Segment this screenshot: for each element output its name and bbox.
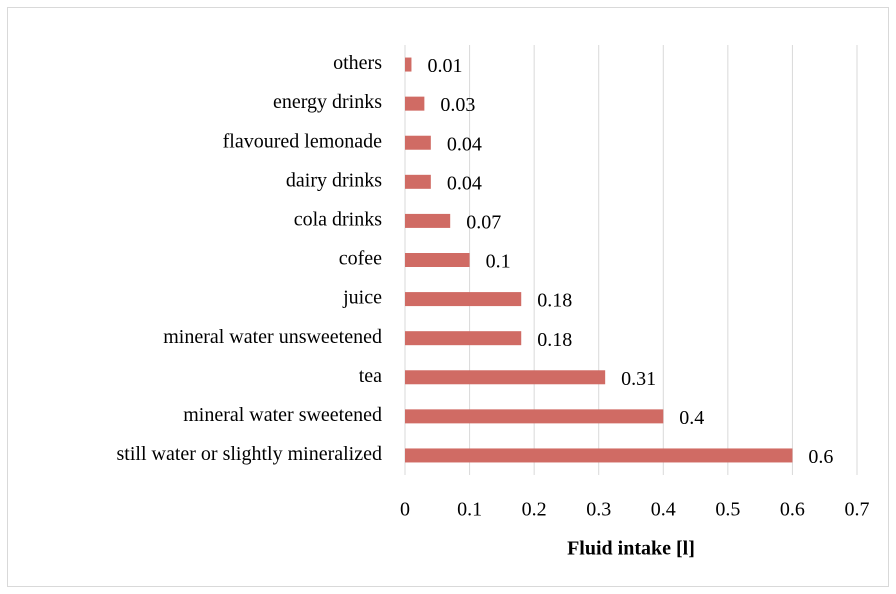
x-tick-label: 0.2 bbox=[522, 499, 547, 521]
value-label: 0.31 bbox=[621, 368, 656, 390]
value-label: 0.04 bbox=[447, 172, 482, 194]
bar bbox=[405, 448, 793, 463]
y-tick-label: energy drinks bbox=[273, 91, 382, 113]
x-tick-label: 0.6 bbox=[780, 499, 805, 521]
bar bbox=[405, 292, 522, 307]
x-tick-label: 0.7 bbox=[845, 499, 870, 521]
y-tick-label: tea bbox=[359, 365, 382, 387]
x-tick-label: 0.4 bbox=[651, 499, 676, 521]
bar bbox=[405, 370, 606, 385]
value-label: 0.03 bbox=[440, 94, 475, 116]
y-tick-label: dairy drinks bbox=[286, 169, 382, 191]
bar bbox=[405, 253, 470, 267]
x-tick-label: 0.3 bbox=[586, 499, 611, 521]
bar bbox=[405, 331, 522, 346]
value-label: 0.18 bbox=[537, 329, 572, 351]
x-tick-label: 0 bbox=[400, 499, 410, 521]
bar bbox=[405, 213, 451, 228]
y-tick-label: still water or slightly mineralized bbox=[117, 443, 383, 465]
y-tick-label: mineral water sweetened bbox=[183, 404, 382, 426]
y-tick-label: others bbox=[333, 52, 382, 74]
x-tick-label: 0.1 bbox=[457, 499, 482, 521]
bar bbox=[405, 174, 431, 189]
value-label: 0.04 bbox=[447, 133, 482, 155]
value-label: 0.07 bbox=[466, 212, 501, 234]
bar bbox=[405, 96, 425, 111]
value-label: 0.6 bbox=[808, 446, 833, 468]
y-tick-label: juice bbox=[342, 287, 382, 309]
y-tick-label: flavoured lemonade bbox=[223, 130, 382, 152]
value-label: 0.1 bbox=[486, 251, 511, 273]
y-tick-label: mineral water unsweetened bbox=[163, 326, 382, 348]
y-tick-label: cofee bbox=[339, 248, 382, 270]
value-label: 0.01 bbox=[427, 55, 462, 77]
x-tick-label: 0.5 bbox=[715, 499, 740, 521]
x-axis-title: Fluid intake [l] bbox=[567, 538, 695, 560]
bar bbox=[405, 409, 664, 424]
value-label: 0.18 bbox=[537, 290, 572, 312]
y-tick-label: cola drinks bbox=[294, 209, 383, 231]
bar bbox=[405, 135, 431, 150]
value-label: 0.4 bbox=[679, 407, 704, 429]
bar bbox=[405, 57, 412, 72]
